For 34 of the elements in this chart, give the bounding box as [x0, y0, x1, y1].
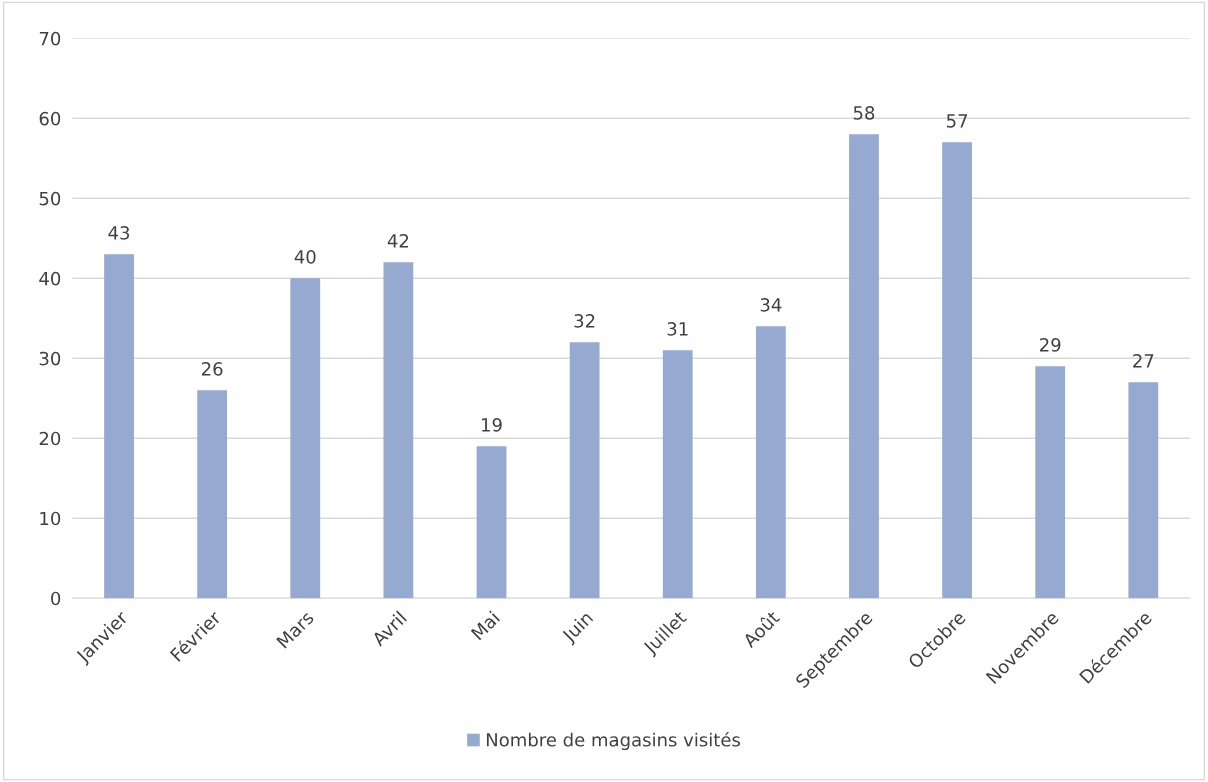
bar — [849, 134, 879, 599]
data-label: 40 — [294, 250, 316, 264]
bar — [1128, 382, 1159, 599]
data-label: 19 — [482, 417, 502, 432]
data-label: 31 — [667, 322, 688, 336]
data-label: 58 — [853, 106, 875, 120]
x-tick-label: Mai — [470, 610, 501, 641]
bar — [383, 262, 414, 599]
data-label: 27 — [1133, 354, 1154, 368]
y-tick-label: 40 — [39, 271, 61, 286]
y-tick-label: 0 — [51, 591, 61, 606]
bar — [569, 342, 600, 599]
bar — [942, 142, 972, 599]
data-label: 26 — [201, 362, 223, 376]
data-label: 57 — [946, 114, 968, 128]
bar — [755, 326, 786, 599]
data-label: 34 — [760, 298, 782, 312]
y-tick-label: 60 — [39, 111, 61, 126]
y-tick-label: 20 — [39, 431, 61, 446]
y-tick-label: 10 — [40, 511, 61, 526]
bar — [662, 350, 693, 599]
bar — [476, 446, 507, 599]
y-tick-label: 50 — [39, 191, 61, 206]
data-label: 32 — [574, 314, 595, 328]
bar — [1035, 366, 1066, 599]
y-tick-label: 30 — [39, 351, 61, 366]
bar — [104, 254, 134, 599]
data-label: 42 — [387, 234, 409, 248]
legend-label: Nombre de magasins visités — [486, 731, 740, 751]
bar — [290, 278, 321, 599]
y-tick-label: 70 — [39, 31, 61, 46]
bar — [197, 390, 228, 599]
data-label: 43 — [108, 226, 130, 240]
data-label: 29 — [1040, 338, 1061, 352]
